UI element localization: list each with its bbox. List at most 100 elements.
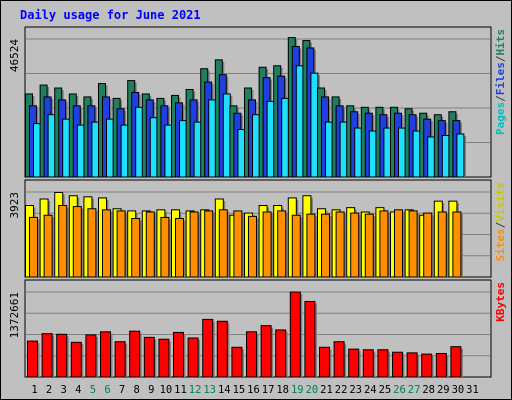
x-tick-label: 30 — [452, 384, 465, 396]
day-bar-group — [390, 106, 408, 178]
sites-bar — [262, 211, 274, 278]
day-bar-group — [141, 210, 157, 278]
day-bar-group — [229, 210, 244, 278]
day-bar-group — [231, 346, 244, 378]
kbytes-bar — [406, 352, 420, 378]
sites-bar — [72, 206, 84, 278]
day-bar-group — [260, 325, 274, 378]
day-bar-group — [112, 208, 128, 278]
day-bar-group — [143, 336, 157, 378]
day-bar-group — [346, 207, 361, 278]
day-bar-group — [173, 331, 186, 378]
day-bar-group — [85, 334, 98, 378]
kbytes-bar — [114, 341, 128, 378]
kbytes-bar — [319, 346, 332, 378]
kbytes-bar — [435, 352, 449, 378]
x-tick-label: 5 — [90, 384, 96, 396]
legend-entry: / — [494, 95, 507, 102]
kbytes-bar — [275, 329, 288, 378]
day-bar-group — [448, 200, 463, 278]
legend-entry: / — [494, 55, 507, 62]
sites-bar — [145, 211, 157, 278]
day-bar-group — [450, 346, 463, 378]
day-bar-group — [333, 341, 347, 378]
legend: KBytes — [494, 282, 507, 322]
day-bar-group — [346, 105, 364, 178]
x-tick-label: 12 — [189, 384, 202, 396]
kbytes-bar — [187, 337, 201, 378]
y-max-label: 1372661 — [8, 292, 21, 338]
day-bar-group — [158, 338, 171, 378]
day-bar-group — [246, 331, 259, 378]
day-bar-group — [171, 94, 189, 178]
x-tick-label: 19 — [291, 384, 304, 396]
sites-bar — [58, 204, 69, 278]
day-bar-group — [421, 353, 434, 378]
bars — [25, 37, 466, 178]
sites-bar — [189, 211, 201, 278]
day-bar-group — [244, 212, 259, 278]
x-tick-label: 26 — [393, 384, 406, 396]
day-bar-group — [275, 329, 288, 378]
legend-entry: Hits — [494, 29, 507, 56]
x-tick-label: 15 — [233, 384, 246, 396]
x-tick-label: 3 — [61, 384, 67, 396]
day-bar-group — [68, 195, 84, 278]
day-bar-group — [375, 207, 390, 278]
x-tick-label: 17 — [262, 384, 275, 396]
day-bar-group — [56, 333, 69, 378]
legend: Pages/Files/Hits — [494, 29, 507, 135]
sites-bar — [437, 211, 449, 278]
kbytes-bar — [421, 353, 434, 378]
sites-bar — [452, 211, 463, 278]
kbytes-bar — [304, 300, 317, 378]
day-bar-group — [392, 351, 405, 378]
day-bar-group — [187, 337, 201, 378]
day-bar-group — [229, 105, 247, 178]
day-bar-group — [258, 66, 277, 178]
day-bar-group — [289, 291, 303, 378]
bottom-panel: 1372661 KBytes — [8, 279, 507, 378]
sites-bar — [423, 212, 434, 278]
day-bar-group — [435, 352, 449, 378]
kbytes-bar — [362, 349, 376, 378]
kbytes-bar — [216, 320, 230, 378]
day-bar-group — [83, 196, 98, 278]
sites-bar — [350, 212, 361, 278]
sites-bar — [335, 211, 347, 278]
day-bar-group — [304, 300, 317, 378]
x-tick-label: 10 — [160, 384, 173, 396]
day-bar-group — [98, 197, 113, 278]
kbytes-bar — [173, 331, 186, 378]
legend-entry: / — [494, 221, 507, 228]
sites-bar — [248, 215, 259, 278]
day-bar-group — [83, 96, 101, 178]
day-bar-group — [98, 83, 116, 178]
x-tick-label: 14 — [218, 384, 231, 396]
day-bar-group — [25, 93, 43, 178]
day-bar-group — [331, 209, 347, 278]
y-max-label: 3923 — [8, 192, 21, 219]
day-bar-group — [41, 333, 55, 378]
day-bar-group — [202, 318, 215, 378]
x-tick-label: 23 — [349, 384, 362, 396]
day-bar-group — [273, 204, 288, 278]
pages-bar — [456, 133, 466, 178]
day-bar-group — [302, 195, 317, 278]
sites-bar — [306, 213, 317, 278]
kbytes-bar — [70, 341, 84, 378]
kbytes-bar — [377, 349, 390, 378]
day-bar-group — [377, 349, 390, 378]
x-tick-label: 4 — [75, 384, 81, 396]
x-tick-label: 29 — [437, 384, 450, 396]
x-tick-label: 31 — [466, 384, 479, 396]
sites-bar — [43, 214, 55, 278]
x-tick-label: 16 — [247, 384, 260, 396]
kbytes-bar — [289, 291, 303, 378]
day-bar-group — [406, 352, 420, 378]
day-bar-group — [319, 346, 332, 378]
kbytes-bar — [333, 341, 347, 378]
day-bar-group — [273, 65, 291, 178]
